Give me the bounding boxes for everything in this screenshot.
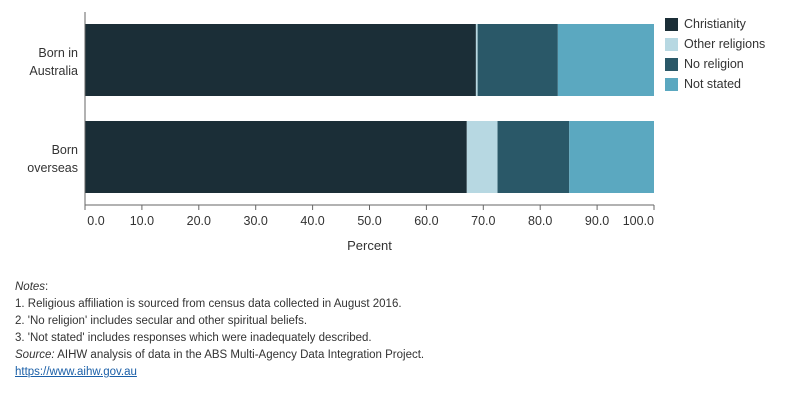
x-tick-label-9: 90.0 — [585, 214, 609, 228]
legend-label-no-religion: No religion — [684, 57, 744, 71]
category-label-1-line-1: Born in — [38, 46, 78, 60]
legend-item-christianity: Christianity — [665, 14, 765, 34]
chart-legend: Christianity Other religions No religion No… — [665, 14, 765, 94]
legend-label-other-religions: Other religions — [684, 37, 766, 51]
bar-segment-other-religions-2 — [466, 121, 498, 193]
bar-segment-other-religions-1 — [475, 24, 478, 96]
x-tick-label-7: 70.0 — [471, 214, 495, 228]
x-tick-label-10: 100.0 — [623, 214, 654, 228]
stacked-bar-chart: Born in Australia Born overseas 0.0 10.0 20.0 3… — [27, 12, 655, 253]
category-label-2-line-2: overseas — [27, 161, 78, 175]
notes-heading: Notes: — [15, 279, 424, 296]
legend-swatch-other-religions — [665, 37, 678, 51]
bar-segment-not-stated-2 — [569, 121, 654, 193]
bar-segment-no-religion-2 — [497, 121, 570, 193]
source-link[interactable]: https://www.aihw.gov.au — [15, 366, 137, 378]
bar-segment-not-stated-1 — [557, 24, 654, 96]
notes-heading-label: Notes — [15, 281, 46, 293]
legend-item-not-stated: Not stated — [665, 74, 765, 94]
category-label-2-line-1: Born — [52, 143, 78, 157]
x-tick-label-8: 80.0 — [528, 214, 552, 228]
bar-segment-christianity-1 — [85, 24, 476, 96]
bar-segment-christianity-2 — [85, 121, 467, 193]
x-tick-label-1: 10.0 — [130, 214, 154, 228]
notes-heading-colon: : — [45, 281, 49, 293]
x-tick-label-4: 40.0 — [300, 214, 324, 228]
x-tick-label-5: 50.0 — [357, 214, 381, 228]
legend-label-not-stated: Not stated — [684, 77, 741, 91]
notes-section: Notes: 1. Religious affiliation is sourc… — [15, 279, 424, 381]
note-line-1: 1. Religious affiliation is sourced from… — [15, 298, 402, 310]
source-text: AIHW analysis of data in the ABS Multi-A… — [54, 349, 425, 361]
note-line-2: 2. 'No religion' includes secular and ot… — [15, 315, 308, 327]
source-label: Source: — [15, 349, 55, 361]
x-tick-label-2: 20.0 — [187, 214, 211, 228]
category-label-1-line-2: Australia — [29, 64, 78, 78]
source-line: Source: AIHW analysis of data in the ABS… — [15, 347, 424, 364]
legend-label-christianity: Christianity — [684, 17, 746, 31]
legend-swatch-not-stated — [665, 77, 678, 91]
legend-item-no-religion: No religion — [665, 54, 765, 74]
legend-swatch-christianity — [665, 17, 678, 31]
legend-item-other-religions: Other religions — [665, 34, 765, 54]
legend-swatch-no-religion — [665, 57, 678, 71]
x-axis-label: Percent — [347, 238, 392, 253]
bar-segment-no-religion-1 — [477, 24, 558, 96]
x-tick-label-0: 0.0 — [87, 214, 104, 228]
x-tick-label-6: 60.0 — [414, 214, 438, 228]
x-tick-label-3: 30.0 — [244, 214, 268, 228]
note-line-3: 3. 'Not stated' includes responses which… — [15, 332, 372, 344]
